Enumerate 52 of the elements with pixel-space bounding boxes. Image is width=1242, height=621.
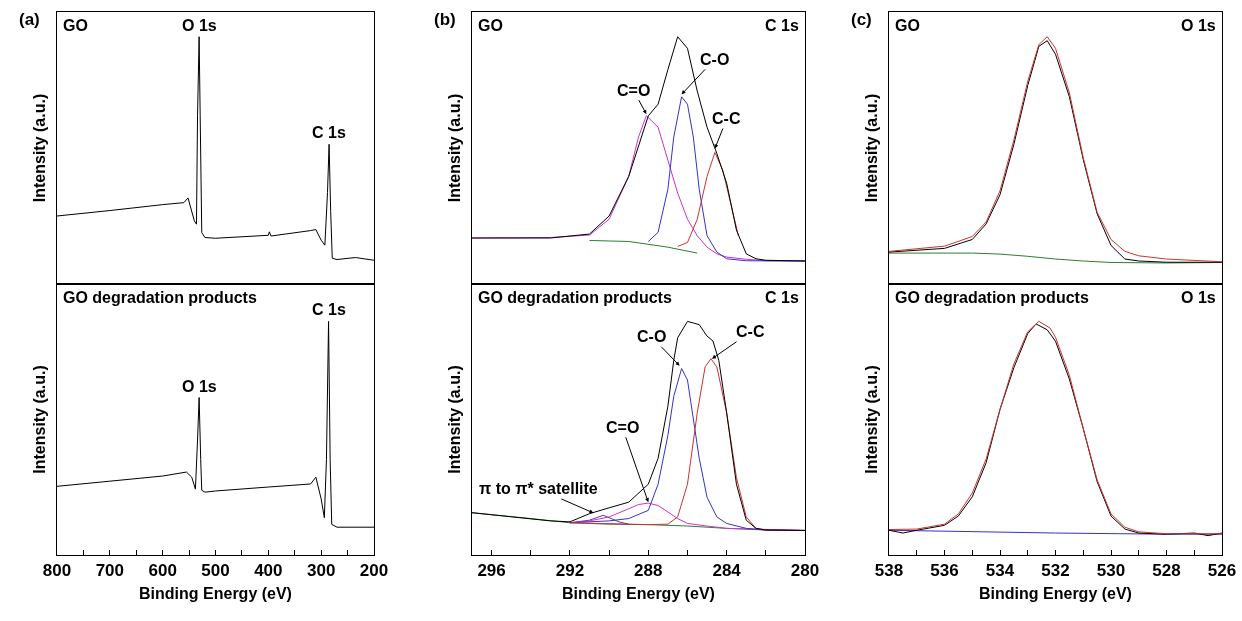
annotation: C-O [700, 51, 730, 68]
y-axis-title: Intensity (a.u.) [862, 365, 880, 474]
x-tick-label: 300 [306, 561, 336, 581]
text: GO degradation products [895, 289, 1089, 306]
annotation: C-C [736, 323, 765, 340]
annotation: C 1s [312, 124, 346, 141]
annotation: C 1s [312, 301, 346, 318]
x-tick-label: 532 [1041, 561, 1070, 581]
y-axis-title: Intensity (a.u.) [30, 93, 48, 203]
annotation: O 1s [182, 17, 217, 34]
y-axis-title: Intensity (a.u.) [862, 93, 880, 203]
text: O 1s [1181, 17, 1216, 34]
x-tick-label: 528 [1152, 561, 1181, 581]
x-tick-label: 200 [359, 561, 389, 581]
text: GO [895, 17, 920, 34]
text: GO [478, 17, 503, 34]
annotation: C=O [606, 419, 640, 436]
x-tick-label: 600 [148, 561, 177, 581]
x-tick-label: 526 [1207, 561, 1237, 581]
text: C 1s [765, 289, 799, 306]
y-axis-title: Intensity (a.u.) [30, 365, 48, 474]
text: O 1s [1181, 289, 1216, 306]
annotation: π to π* satellite [479, 480, 598, 497]
text: (b) [434, 10, 456, 29]
x-axis-title: Binding Energy (eV) [562, 585, 715, 603]
x-axis-title: Binding Energy (eV) [139, 585, 292, 603]
x-axis-title: Binding Energy (eV) [979, 585, 1132, 603]
x-tick-label: 280 [790, 561, 820, 581]
x-tick-label: 284 [712, 561, 742, 581]
y-axis-title: Intensity (a.u.) [445, 365, 463, 474]
x-tick-label: 536 [930, 561, 959, 581]
text: (a) [19, 10, 40, 29]
annotation: C=O [617, 82, 651, 99]
x-tick-label: 288 [634, 561, 663, 581]
text: (c) [851, 10, 872, 29]
x-tick-label: 292 [555, 561, 585, 581]
x-tick-label: 538 [874, 561, 904, 581]
x-tick-label: 534 [985, 561, 1015, 581]
annotation: O 1s [182, 378, 217, 395]
x-tick-label: 296 [477, 561, 506, 581]
x-tick-label: 500 [201, 561, 230, 581]
x-tick-label: 400 [254, 561, 283, 581]
text: GO degradation products [63, 289, 257, 306]
y-axis-title: Intensity (a.u.) [445, 93, 463, 203]
x-tick-label: 700 [95, 561, 125, 581]
annotation: C-C [712, 110, 741, 127]
x-tick-label: 530 [1096, 561, 1126, 581]
annotation: C-O [637, 328, 667, 345]
text: C 1s [765, 17, 799, 34]
text: GO degradation products [478, 289, 672, 306]
text: GO [63, 17, 88, 34]
x-tick-label: 800 [42, 561, 72, 581]
